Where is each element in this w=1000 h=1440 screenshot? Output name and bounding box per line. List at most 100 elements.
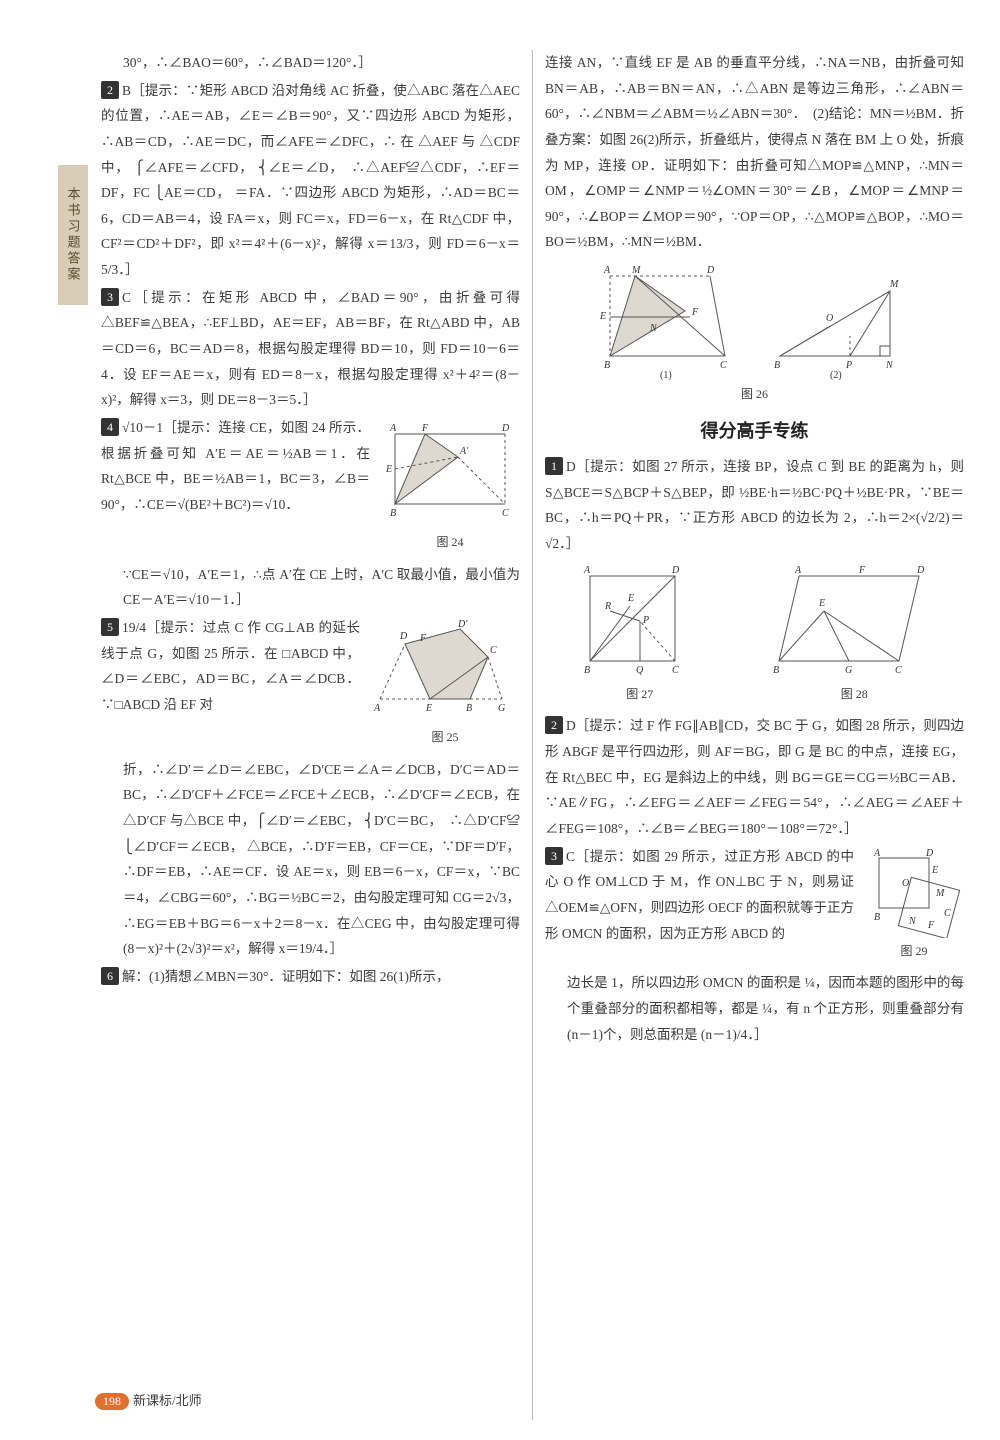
item-4b: ∵CE＝√10，A′E＝1，∴点 A′在 CE 上时，A′C 取最小值，最小值为… bbox=[101, 562, 520, 613]
svg-text:O: O bbox=[826, 313, 833, 324]
svg-text:D: D bbox=[399, 631, 408, 642]
r-item-1: 1D［提示：如图 27 所示，连接 BP，设点 C 到 BE 的距离为 h，则 … bbox=[545, 454, 964, 557]
svg-text:A: A bbox=[603, 265, 611, 276]
right-cont: 连接 AN，∵直线 EF 是 AB 的垂直平分线，∴NA＝NB，由折叠可知 BN… bbox=[545, 50, 964, 255]
item-3-text: C［提示：在矩形 ABCD 中，∠BAD＝90°，由折叠可得△BEF≌△BEA，… bbox=[101, 290, 520, 408]
svg-text:R: R bbox=[604, 601, 611, 612]
badge-3: 3 bbox=[101, 288, 119, 306]
item-5a: 519/4［提示：过点 C 作 CG⊥AB 的延长线于点 G，如图 25 所示．… bbox=[101, 615, 360, 718]
svg-text:N: N bbox=[885, 360, 894, 371]
r-item-3-wrap: 3C［提示：如图 29 所示，过正方形 ABCD 的中心 O 作 OM⊥CD 于… bbox=[545, 844, 964, 971]
svg-text:E: E bbox=[425, 703, 432, 714]
svg-text:E: E bbox=[818, 598, 825, 609]
r-item-3a-text: C［提示：如图 29 所示，过正方形 ABCD 的中心 O 作 OM⊥CD 于 … bbox=[545, 849, 854, 941]
svg-text:F: F bbox=[927, 920, 935, 931]
svg-text:C: C bbox=[672, 665, 679, 676]
svg-text:N: N bbox=[649, 323, 658, 334]
footer: 198 新课标/北师 bbox=[95, 1390, 202, 1410]
section-title: 得分高手专练 bbox=[545, 414, 964, 448]
right-column: 连接 AN，∵直线 EF 是 AB 的垂直平分线，∴NA＝NB，由折叠可知 BN… bbox=[539, 50, 970, 1420]
svg-text:A: A bbox=[389, 423, 397, 434]
item-5-wrap: 519/4［提示：过点 C 作 CG⊥AB 的延长线于点 G，如图 25 所示．… bbox=[101, 615, 520, 757]
r-badge-3: 3 bbox=[545, 847, 563, 865]
svg-text:C: C bbox=[490, 645, 497, 656]
svg-text:D: D bbox=[916, 565, 925, 576]
item-5a-text: 19/4［提示：过点 C 作 CG⊥AB 的延长线于点 G，如图 25 所示．在… bbox=[101, 620, 360, 712]
fig27-caption: 图 27 bbox=[570, 683, 710, 706]
r-item-2-text: D［提示：过 F 作 FG∥AB∥CD，交 BC 于 G，如图 28 所示，则四… bbox=[545, 718, 964, 836]
r-item-1-text: D［提示：如图 27 所示，连接 BP，设点 C 到 BE 的距离为 h，则 S… bbox=[545, 459, 964, 551]
r-item-3b: 边长是 1，所以四边形 OMCN 的面积是 ¼，因而本题的图形中的每个重叠部分的… bbox=[545, 970, 964, 1047]
page: 30°，∴∠BAO＝60°，∴∠BAD＝120°．］ 2B［提示：∵矩形 ABC… bbox=[0, 0, 1000, 1440]
item-2-text: B［提示：∵矩形 ABCD 沿对角线 AC 折叠，使△ABC 落在△AEC 的位… bbox=[101, 83, 520, 277]
item-4-wrap: 4√10－1［提示：连接 CE，如图 24 所示．根据折叠可知 A′E＝AE＝½… bbox=[101, 415, 520, 562]
figure-24: A F D E A′ B C 图 24 bbox=[380, 419, 520, 554]
badge-6: 6 bbox=[101, 967, 119, 985]
column-divider bbox=[532, 50, 533, 1420]
svg-text:F: F bbox=[421, 423, 429, 434]
svg-text:D: D bbox=[925, 848, 934, 859]
svg-text:F: F bbox=[691, 307, 699, 318]
figure-25: D F D′ C A E B G 图 25 bbox=[370, 619, 520, 749]
svg-text:D: D bbox=[706, 265, 715, 276]
r-badge-2: 2 bbox=[545, 716, 563, 734]
item-3: 3C［提示：在矩形 ABCD 中，∠BAD＝90°，由折叠可得△BEF≌△BEA… bbox=[101, 285, 520, 413]
svg-text:B: B bbox=[874, 912, 880, 923]
svg-text:P: P bbox=[845, 360, 852, 371]
svg-text:M: M bbox=[631, 265, 641, 276]
svg-text:D′: D′ bbox=[457, 619, 468, 630]
svg-text:G: G bbox=[498, 703, 505, 714]
svg-text:A: A bbox=[373, 703, 381, 714]
svg-text:(1): (1) bbox=[660, 370, 672, 381]
r-item-2: 2D［提示：过 F 作 FG∥AB∥CD，交 BC 于 G，如图 28 所示，则… bbox=[545, 713, 964, 841]
badge-2: 2 bbox=[101, 81, 119, 99]
figure-27-28: A D R E P B Q C 图 27 bbox=[545, 561, 964, 706]
svg-text:O: O bbox=[902, 878, 909, 889]
svg-text:M: M bbox=[935, 888, 945, 899]
svg-text:E: E bbox=[931, 865, 938, 876]
left-column: 30°，∴∠BAO＝60°，∴∠BAD＝120°．］ 2B［提示：∵矩形 ABC… bbox=[95, 50, 526, 1420]
svg-text:C: C bbox=[502, 508, 509, 519]
svg-text:C: C bbox=[895, 665, 902, 676]
side-tab: 本书习题答案 bbox=[58, 165, 88, 305]
svg-text:D: D bbox=[501, 423, 510, 434]
page-number: 198 bbox=[95, 1393, 129, 1410]
item-4a-text: √10－1［提示：连接 CE，如图 24 所示．根据折叠可知 A′E＝AE＝½A… bbox=[101, 420, 370, 512]
svg-text:C: C bbox=[720, 360, 727, 371]
badge-5: 5 bbox=[101, 618, 119, 636]
svg-text:B: B bbox=[390, 508, 396, 519]
svg-text:F: F bbox=[419, 633, 427, 644]
svg-text:G: G bbox=[845, 665, 852, 676]
svg-text:E: E bbox=[599, 311, 606, 322]
fig26-caption: 图 26 bbox=[545, 383, 964, 406]
item-5b: 折，∴∠D′＝∠D＝∠EBC，∠D′CE＝∠A＝∠DCB，D′C＝AD＝BC，∴… bbox=[101, 757, 520, 962]
line-top: 30°，∴∠BAO＝60°，∴∠BAD＝120°．］ bbox=[101, 50, 520, 76]
svg-text:P: P bbox=[642, 615, 649, 626]
item-2: 2B［提示：∵矩形 ABCD 沿对角线 AC 折叠，使△ABC 落在△AEC 的… bbox=[101, 78, 520, 283]
svg-text:B: B bbox=[466, 703, 472, 714]
figure-29: A D O E M C B N F 图 29 bbox=[864, 848, 964, 963]
svg-text:B: B bbox=[584, 665, 590, 676]
svg-text:B: B bbox=[604, 360, 610, 371]
footer-label: 新课标/北师 bbox=[133, 1393, 202, 1408]
svg-text:C: C bbox=[944, 908, 951, 919]
fig25-caption: 图 25 bbox=[370, 726, 520, 749]
content-columns: 30°，∴∠BAO＝60°，∴∠BAD＝120°．］ 2B［提示：∵矩形 ABC… bbox=[0, 50, 970, 1420]
svg-text:A′: A′ bbox=[459, 446, 469, 457]
fig29-caption: 图 29 bbox=[864, 940, 964, 963]
r-badge-1: 1 bbox=[545, 457, 563, 475]
svg-text:F: F bbox=[858, 565, 866, 576]
svg-text:B: B bbox=[773, 665, 779, 676]
fig24-caption: 图 24 bbox=[380, 531, 520, 554]
item-6-text: 解：(1)猜想∠MBN＝30°．证明如下：如图 26(1)所示， bbox=[122, 969, 450, 984]
svg-text:A: A bbox=[873, 848, 881, 859]
svg-text:N: N bbox=[908, 916, 917, 927]
svg-text:D: D bbox=[671, 565, 680, 576]
item-6: 6解：(1)猜想∠MBN＝30°．证明如下：如图 26(1)所示， bbox=[101, 964, 520, 990]
svg-text:E: E bbox=[627, 593, 634, 604]
figure-26: A M D E N F B C (1) M O bbox=[545, 261, 964, 406]
svg-text:Q: Q bbox=[636, 665, 644, 676]
svg-text:A: A bbox=[794, 565, 802, 576]
svg-text:(2): (2) bbox=[830, 370, 842, 381]
r-item-3a: 3C［提示：如图 29 所示，过正方形 ABCD 的中心 O 作 OM⊥CD 于… bbox=[545, 844, 854, 947]
